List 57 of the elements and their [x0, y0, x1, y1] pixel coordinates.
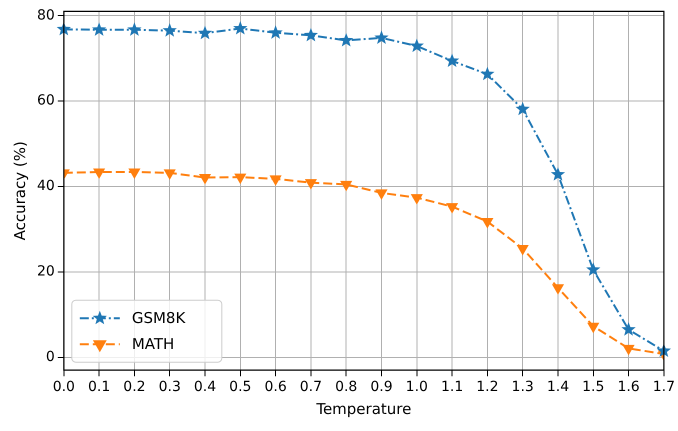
- x-tick-label: 1.5: [582, 379, 604, 396]
- point: [550, 167, 566, 181]
- y-tick-label: 60: [36, 92, 55, 109]
- point: [552, 284, 564, 294]
- point: [480, 66, 495, 80]
- x-tick-label: 1.0: [406, 379, 428, 396]
- point: [588, 322, 599, 333]
- point: [233, 20, 248, 35]
- x-tick-label: 0.3: [158, 379, 181, 396]
- y-tick-label: 40: [36, 178, 55, 194]
- point: [268, 25, 283, 39]
- x-tick-label: 0.8: [335, 379, 358, 396]
- x-tick-label: 1.7: [652, 379, 675, 396]
- x-tick-label: 0.1: [88, 379, 110, 396]
- x-tick-label: 0.5: [229, 379, 252, 396]
- x-tick-label: 0.7: [300, 379, 322, 396]
- x-tick-label: 1.4: [546, 379, 570, 396]
- point: [444, 53, 460, 68]
- point: [304, 28, 318, 42]
- y-tick-label: 80: [36, 7, 55, 24]
- point: [93, 168, 105, 179]
- x-tick-label: 1.3: [512, 379, 534, 396]
- x-tick-label: 1.1: [440, 379, 464, 396]
- point: [305, 179, 317, 190]
- x-tick-label: 1.6: [617, 379, 640, 396]
- point: [92, 22, 106, 36]
- point: [622, 344, 634, 355]
- x-axis-title: Temperature: [315, 400, 412, 418]
- x-tick-label: 0.4: [194, 379, 216, 396]
- point: [339, 32, 354, 47]
- point: [164, 169, 176, 180]
- point: [199, 174, 211, 184]
- point: [128, 168, 140, 179]
- x-tick-label: 0.2: [123, 379, 146, 396]
- point: [198, 26, 212, 40]
- y-axis-title: Accuracy (%): [10, 141, 29, 240]
- point: [162, 23, 177, 37]
- x-tick-label: 1.2: [476, 379, 499, 396]
- x-tick-label: 0.0: [52, 379, 75, 396]
- point: [411, 194, 422, 204]
- point: [446, 203, 458, 214]
- legend-label: MATH: [132, 335, 174, 354]
- point: [482, 218, 494, 228]
- x-tick-label: 0.9: [370, 379, 393, 396]
- point: [516, 102, 530, 116]
- legend-label: GSM8K: [132, 309, 186, 328]
- x-tick-label: 0.6: [264, 379, 287, 396]
- point: [340, 180, 352, 191]
- point: [376, 189, 388, 200]
- point: [516, 244, 528, 255]
- y-tick-label: 20: [36, 264, 55, 280]
- y-tick-label: 0: [46, 349, 55, 366]
- point: [234, 174, 246, 184]
- point: [127, 22, 142, 36]
- point: [410, 38, 424, 52]
- point: [374, 30, 389, 44]
- point: [270, 175, 282, 186]
